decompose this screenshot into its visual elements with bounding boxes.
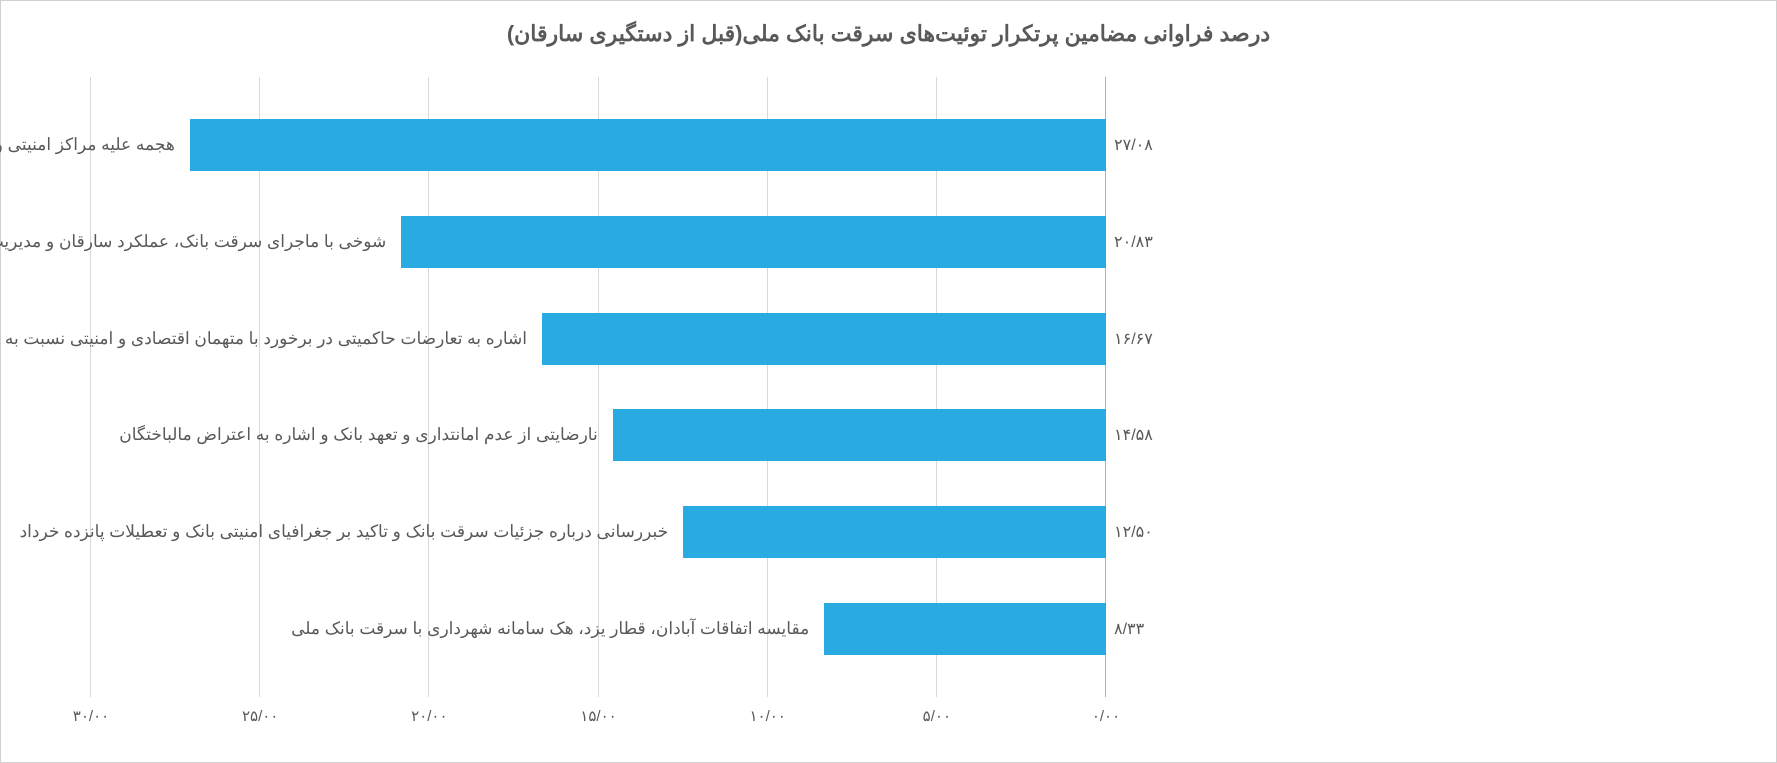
bar-label: شوخی با ماجرای سرقت بانک، عملکرد سارقان … (0, 232, 386, 252)
bar-row: نارضایتی از عدم امانتداری و تعهد بانک و … (613, 409, 1106, 461)
bar-value: ۲۰/۸۳ (1114, 232, 1153, 252)
bar-label: اشاره به تعارضات حاکمیتی در برخورد با مت… (0, 329, 527, 349)
plot-area: ۰/۰۰۵/۰۰۱۰/۰۰۱۵/۰۰۲۰/۰۰۲۵/۰۰۳۰/۰۰هجمه عل… (91, 77, 1106, 697)
x-axis-tick: ۱۵/۰۰ (580, 707, 616, 725)
x-axis-tick: ۲۰/۰۰ (411, 707, 447, 725)
bar-label: خبررسانی درباره جزئیات سرقت بانک و تاکید… (20, 522, 669, 542)
bar (613, 409, 1106, 461)
bar-value: ۸/۳۳ (1114, 619, 1144, 639)
bar-label: مقایسه اتفاقات آبادان، قطار یزد، هک ساما… (291, 619, 809, 639)
bar-row: مقایسه اتفاقات آبادان، قطار یزد، هک ساما… (824, 603, 1106, 655)
bar-row: هجمه علیه مراکز امنیتی و سیاسی کشور۲۷/۰۸ (190, 119, 1106, 171)
bar-label: هجمه علیه مراکز امنیتی و سیاسی کشور (0, 135, 175, 155)
bar-row: اشاره به تعارضات حاکمیتی در برخورد با مت… (542, 313, 1106, 365)
bar (824, 603, 1106, 655)
chart-container: درصد فراوانی مضامین پرتکرار توئیت‌های سر… (0, 0, 1777, 763)
bar-value: ۱۲/۵۰ (1114, 522, 1153, 542)
bar-value: ۲۷/۰۸ (1114, 135, 1153, 155)
bar (542, 313, 1106, 365)
x-axis-tick: ۱۰/۰۰ (749, 707, 785, 725)
bar (683, 506, 1106, 558)
bar-label: نارضایتی از عدم امانتداری و تعهد بانک و … (119, 425, 597, 445)
x-axis-tick: ۲۵/۰۰ (242, 707, 278, 725)
bar (401, 216, 1106, 268)
chart-title: درصد فراوانی مضامین پرتکرار توئیت‌های سر… (31, 21, 1746, 47)
bar-row: خبررسانی درباره جزئیات سرقت بانک و تاکید… (683, 506, 1106, 558)
bar-row: شوخی با ماجرای سرقت بانک، عملکرد سارقان … (401, 216, 1106, 268)
x-axis-tick: ۰/۰۰ (1092, 707, 1120, 725)
x-axis-tick: ۵/۰۰ (923, 707, 951, 725)
bar (190, 119, 1106, 171)
bar-value: ۱۶/۶۷ (1114, 329, 1153, 349)
bar-value: ۱۴/۵۸ (1114, 425, 1153, 445)
gridline (90, 77, 91, 697)
x-axis-tick: ۳۰/۰۰ (73, 707, 109, 725)
